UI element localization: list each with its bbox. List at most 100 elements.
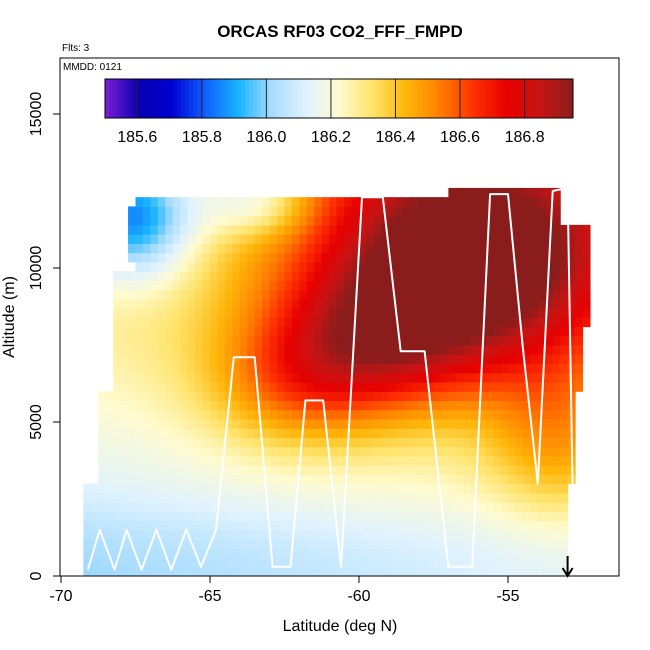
- heatmap-cell: [239, 372, 248, 383]
- heatmap-cell: [418, 474, 427, 485]
- heatmap-cell: [508, 492, 517, 503]
- heatmap-cell: [210, 243, 219, 254]
- heatmap-cell: [202, 455, 211, 466]
- heatmap-cell: [396, 483, 405, 494]
- heatmap-cell: [500, 465, 509, 475]
- heatmap-cell: [291, 197, 300, 207]
- heatmap-cell: [232, 308, 241, 318]
- heatmap-cell: [366, 372, 375, 383]
- heatmap-cell: [426, 539, 435, 549]
- heatmap-cell: [373, 529, 382, 540]
- heatmap-cell: [493, 298, 502, 309]
- heatmap-cell: [515, 539, 524, 549]
- heatmap-cell: [232, 400, 241, 411]
- heatmap-cell: [373, 381, 382, 392]
- colorbar-swatch: [205, 79, 210, 118]
- heatmap-cell: [344, 308, 353, 318]
- heatmap-cell: [336, 289, 345, 300]
- heatmap-cell: [180, 261, 189, 272]
- heatmap-cell: [508, 308, 517, 318]
- heatmap-cell: [224, 483, 233, 494]
- heatmap-cell: [388, 206, 397, 217]
- heatmap-cell: [381, 446, 390, 457]
- heatmap-cell: [537, 529, 546, 540]
- heatmap-cell: [135, 363, 144, 374]
- heatmap-cell: [157, 529, 166, 540]
- heatmap-cell: [455, 474, 464, 485]
- heatmap-cell: [224, 409, 233, 420]
- heatmap-cell: [269, 252, 278, 263]
- heatmap-cell: [113, 492, 122, 503]
- heatmap-cell: [388, 400, 397, 411]
- location-arrow: [561, 556, 574, 578]
- heatmap-cell: [180, 483, 189, 494]
- heatmap-cell: [381, 511, 390, 522]
- heatmap-cell: [426, 197, 435, 207]
- heatmap-cell: [418, 363, 427, 374]
- heatmap-cell: [269, 465, 278, 475]
- heatmap-cell: [433, 428, 442, 438]
- plot-frame: [59, 57, 620, 577]
- heatmap-cell: [366, 483, 375, 494]
- heatmap-cell: [485, 261, 494, 272]
- heatmap-cell: [373, 261, 382, 272]
- heatmap-cell: [388, 483, 397, 494]
- heatmap-cell: [157, 215, 166, 226]
- heatmap-cell: [433, 446, 442, 457]
- heatmap-cell: [560, 298, 569, 309]
- heatmap-cell: [366, 465, 375, 475]
- heatmap-cell: [277, 400, 286, 411]
- heatmap-cell: [463, 234, 472, 244]
- heatmap-cell: [120, 345, 129, 355]
- colorbar-swatch: [401, 79, 406, 118]
- colorbar-swatch: [233, 79, 238, 118]
- heatmap-cell: [128, 409, 137, 420]
- heatmap-cell: [128, 326, 137, 337]
- heatmap-cell: [336, 409, 345, 420]
- heatmap-cell: [344, 345, 353, 355]
- heatmap-cell: [537, 428, 546, 438]
- heatmap-cell: [113, 391, 122, 402]
- heatmap-cell: [530, 298, 539, 309]
- heatmap-cell: [388, 492, 397, 503]
- heatmap-cell: [418, 428, 427, 438]
- heatmap-cell: [314, 409, 323, 420]
- heatmap-cell: [239, 243, 248, 254]
- heatmap-cell: [187, 529, 196, 540]
- heatmap-cell: [321, 215, 330, 226]
- heatmap-cell: [381, 502, 390, 512]
- heatmap-cell: [239, 252, 248, 263]
- heatmap-cell: [455, 308, 464, 318]
- heatmap-cell: [247, 391, 256, 402]
- heatmap-cell: [210, 381, 219, 392]
- heatmap-cell: [508, 557, 517, 568]
- heatmap-cell: [344, 548, 353, 559]
- heatmap-cell: [545, 511, 554, 522]
- heatmap-cell: [172, 418, 181, 429]
- colorbar-swatch: [365, 79, 370, 118]
- heatmap-cell: [165, 197, 174, 207]
- heatmap-cell: [202, 511, 211, 522]
- heatmap-cell: [150, 391, 159, 402]
- colorbar-swatch: [245, 79, 250, 118]
- heatmap-cell: [418, 539, 427, 549]
- heatmap-cell: [366, 400, 375, 411]
- heatmap-cell: [537, 363, 546, 374]
- heatmap-cell: [157, 280, 166, 291]
- heatmap-cell: [165, 335, 174, 346]
- heatmap-cell: [239, 437, 248, 448]
- heatmap-cell: [247, 557, 256, 568]
- heatmap-cell: [359, 566, 368, 576]
- heatmap-cell: [254, 511, 263, 522]
- heatmap-cell: [113, 566, 122, 576]
- heatmap-cell: [433, 261, 442, 272]
- heatmap-cell: [277, 391, 286, 402]
- heatmap-cell: [567, 224, 576, 235]
- heatmap-cell: [98, 492, 107, 503]
- heatmap-cell: [187, 197, 196, 207]
- heatmap-cell: [418, 215, 427, 226]
- heatmap-cell: [455, 289, 464, 300]
- heatmap-cell: [120, 308, 129, 318]
- heatmap-cell: [113, 428, 122, 438]
- heatmap-cell: [321, 372, 330, 383]
